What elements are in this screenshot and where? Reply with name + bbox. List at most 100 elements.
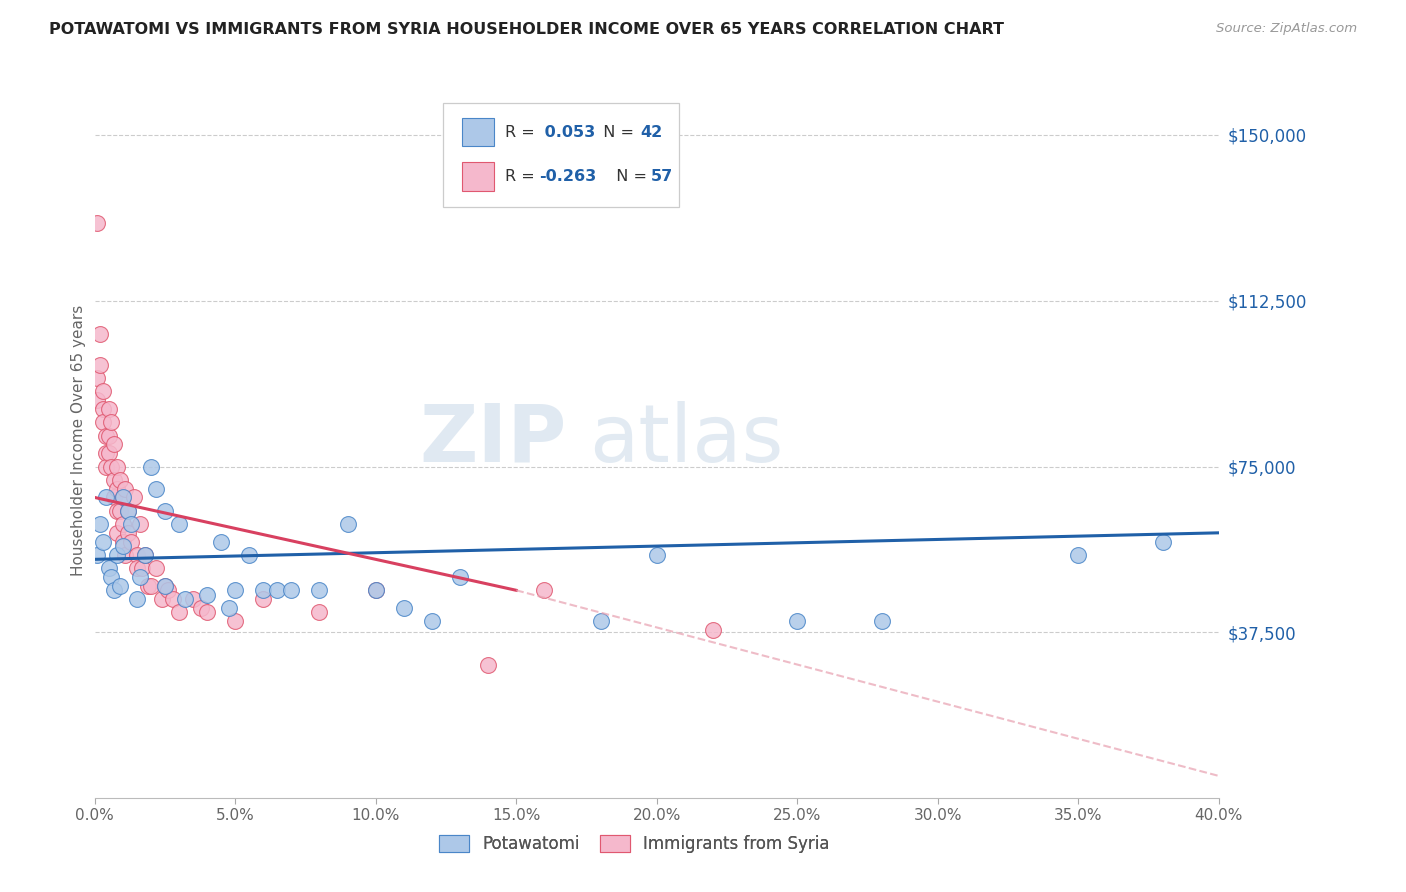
Point xyxy=(100,459,122,474)
Point xyxy=(145,482,167,496)
Point xyxy=(128,516,150,531)
Point xyxy=(280,583,302,598)
Point xyxy=(209,534,232,549)
Point xyxy=(105,482,128,496)
Point xyxy=(125,548,148,562)
Point xyxy=(786,614,808,628)
Point xyxy=(533,583,555,598)
Point xyxy=(420,614,443,628)
Point xyxy=(108,504,131,518)
Point xyxy=(224,614,246,628)
Text: 42: 42 xyxy=(640,125,662,139)
Point xyxy=(108,473,131,487)
Point xyxy=(117,504,139,518)
Point xyxy=(125,592,148,607)
Point xyxy=(449,570,471,584)
Point xyxy=(94,459,117,474)
Point xyxy=(153,504,176,518)
Point xyxy=(336,516,359,531)
Point xyxy=(89,358,111,372)
Point xyxy=(103,583,125,598)
Text: N =: N = xyxy=(606,169,652,184)
Point xyxy=(131,561,153,575)
Text: R =: R = xyxy=(505,169,540,184)
Point xyxy=(156,583,179,598)
Point xyxy=(364,583,387,598)
Point xyxy=(111,491,134,505)
Text: atlas: atlas xyxy=(589,401,783,479)
Point xyxy=(134,548,156,562)
Text: 0.053: 0.053 xyxy=(538,125,595,139)
Point xyxy=(103,491,125,505)
Point xyxy=(97,561,120,575)
FancyBboxPatch shape xyxy=(463,162,494,191)
Text: R =: R = xyxy=(505,125,540,139)
Point xyxy=(100,415,122,429)
Point xyxy=(167,606,190,620)
Point xyxy=(100,570,122,584)
Point xyxy=(114,482,136,496)
Point xyxy=(364,583,387,598)
Point xyxy=(173,592,195,607)
Point xyxy=(139,459,162,474)
Point xyxy=(103,437,125,451)
Text: ZIP: ZIP xyxy=(419,401,567,479)
Point xyxy=(252,592,274,607)
Point xyxy=(111,539,134,553)
Point xyxy=(1152,534,1174,549)
Point xyxy=(139,579,162,593)
Point xyxy=(94,446,117,460)
Point xyxy=(870,614,893,628)
Point xyxy=(105,525,128,540)
Point xyxy=(94,428,117,442)
Point xyxy=(122,491,145,505)
Point xyxy=(153,579,176,593)
Point xyxy=(108,579,131,593)
Point xyxy=(150,592,173,607)
Point xyxy=(252,583,274,598)
Point xyxy=(195,588,218,602)
Point xyxy=(645,548,668,562)
Point xyxy=(91,384,114,399)
FancyBboxPatch shape xyxy=(443,103,679,207)
Point xyxy=(117,525,139,540)
Point xyxy=(266,583,288,598)
Point xyxy=(181,592,204,607)
Point xyxy=(145,561,167,575)
Point xyxy=(134,548,156,562)
Text: -0.263: -0.263 xyxy=(538,169,596,184)
Point xyxy=(167,516,190,531)
Point xyxy=(89,326,111,341)
Point xyxy=(308,583,330,598)
Point xyxy=(94,491,117,505)
Point xyxy=(97,402,120,417)
Text: 57: 57 xyxy=(651,169,673,184)
Point xyxy=(97,428,120,442)
Point xyxy=(86,371,108,385)
Point xyxy=(308,606,330,620)
Point xyxy=(1067,548,1090,562)
Point xyxy=(195,606,218,620)
Point xyxy=(86,393,108,408)
Point xyxy=(89,516,111,531)
Point xyxy=(136,579,159,593)
Point xyxy=(190,601,212,615)
Point xyxy=(103,473,125,487)
Point xyxy=(105,504,128,518)
Point xyxy=(105,459,128,474)
Point xyxy=(120,534,142,549)
Text: POTAWATOMI VS IMMIGRANTS FROM SYRIA HOUSEHOLDER INCOME OVER 65 YEARS CORRELATION: POTAWATOMI VS IMMIGRANTS FROM SYRIA HOUS… xyxy=(49,22,1004,37)
Point xyxy=(477,658,499,673)
Y-axis label: Householder Income Over 65 years: Householder Income Over 65 years xyxy=(72,304,86,575)
Text: N =: N = xyxy=(593,125,638,139)
Point xyxy=(125,561,148,575)
Point xyxy=(105,548,128,562)
Point xyxy=(153,579,176,593)
Point xyxy=(91,534,114,549)
Point xyxy=(111,491,134,505)
Point xyxy=(97,446,120,460)
Point xyxy=(218,601,240,615)
Point xyxy=(702,623,724,637)
Point xyxy=(162,592,184,607)
Point xyxy=(224,583,246,598)
